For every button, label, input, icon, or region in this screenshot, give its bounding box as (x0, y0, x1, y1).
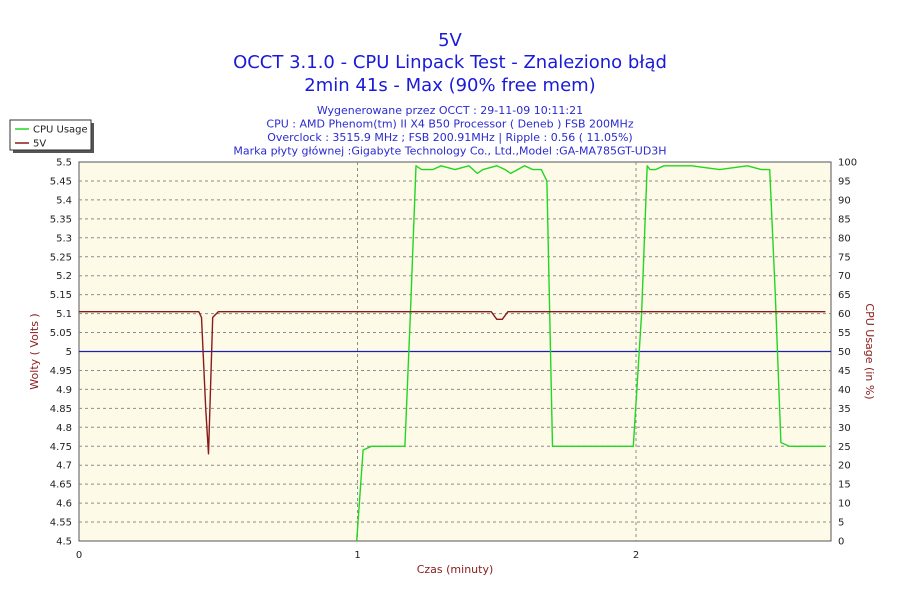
y-axis-right-ticks: 1009590858075706560555045403530252015105… (838, 158, 857, 548)
y2-tick-label: 10 (838, 499, 851, 510)
y2-tick-label: 20 (838, 461, 851, 472)
y2-tick-label: 55 (838, 328, 851, 339)
chart-info-line: Wygenerowane przez OCCT : 29-11-09 10:11… (317, 104, 583, 117)
y-axis-title: Wolty ( Volts ) (28, 313, 41, 389)
y-tick-label: 5.1 (56, 309, 72, 320)
y2-tick-label: 85 (838, 214, 851, 225)
y-tick-label: 4.55 (50, 518, 72, 529)
x-tick-label: 1 (354, 550, 360, 561)
y2-axis-title: CPU Usage (in %) (863, 303, 876, 399)
y-tick-label: 5.3 (56, 233, 72, 244)
y-tick-label: 4.85 (50, 404, 72, 415)
y-tick-label: 4.5 (56, 537, 72, 548)
legend: CPU Usage 5V (9, 119, 94, 153)
y2-tick-label: 80 (838, 233, 851, 244)
y-tick-label: 5.25 (50, 252, 72, 263)
y2-tick-label: 65 (838, 290, 851, 301)
x-axis-ticks: 0 1 2 (76, 550, 639, 561)
y-tick-label: 5.2 (56, 271, 72, 282)
y2-tick-label: 95 (838, 176, 851, 187)
y2-tick-label: 60 (838, 309, 851, 320)
chart-title-line: 2min 41s - Max (90% free mem) (304, 75, 595, 96)
y2-tick-label: 30 (838, 423, 851, 434)
data-series (79, 165, 826, 542)
y2-tick-label: 90 (838, 195, 851, 206)
x-tick-label: 0 (76, 550, 82, 561)
legend-box (9, 119, 92, 151)
y2-tick-label: 100 (838, 158, 857, 169)
y-tick-label: 4.6 (56, 499, 72, 510)
chart-title-line: 5V (438, 30, 462, 51)
y2-tick-label: 5 (838, 518, 844, 529)
chart-info-lines: Wygenerowane przez OCCT : 29-11-09 10:11… (233, 104, 666, 158)
y-tick-label: 4.95 (50, 366, 72, 377)
legend-label: 5V (33, 139, 46, 150)
x-tick-label: 2 (633, 550, 639, 561)
y-tick-label: 5.05 (50, 328, 72, 339)
y-tick-label: 5.4 (56, 195, 72, 206)
y-tick-label: 5 (66, 347, 72, 358)
y-tick-label: 4.65 (50, 480, 72, 491)
chart-info-line: Overclock : 3515.9 MHz ; FSB 200.91MHz |… (267, 131, 632, 144)
chart-info-line: Marka płyty głównej :Gigabyte Technology… (233, 145, 666, 158)
y2-tick-label: 25 (838, 442, 851, 453)
y-tick-label: 5.5 (56, 158, 72, 169)
y-tick-label: 4.9 (56, 385, 72, 396)
series-line-cpu-usage (356, 165, 826, 542)
legend-label: CPU Usage (33, 125, 88, 136)
series-line-5v (79, 311, 826, 455)
y2-tick-label: 70 (838, 271, 851, 282)
y2-tick-label: 45 (838, 366, 851, 377)
y2-tick-label: 35 (838, 404, 851, 415)
chart-info-line: CPU : AMD Phenom(tm) II X4 B50 Processor… (266, 118, 633, 131)
y-axis-left-ticks: 5.5 5.45 5.4 5.35 5.3 5.25 5.2 5.15 5.1 5.05 5 4.95… (50, 158, 72, 548)
y-tick-label: 5.35 (50, 214, 72, 225)
y2-tick-label: 0 (838, 537, 844, 548)
chart-title-line: OCCT 3.1.0 - CPU Linpack Test - Znalezio… (233, 52, 667, 73)
y-tick-label: 4.75 (50, 442, 72, 453)
y-tick-label: 4.7 (56, 461, 72, 472)
y2-tick-label: 40 (838, 385, 851, 396)
y2-tick-label: 15 (838, 480, 851, 491)
x-axis-title: Czas (minuty) (417, 563, 494, 576)
y-tick-label: 5.15 (50, 290, 72, 301)
y-tick-label: 4.8 (56, 423, 72, 434)
y2-tick-label: 75 (838, 252, 851, 263)
y2-tick-label: 50 (838, 347, 851, 358)
grid-lines (79, 162, 831, 541)
y-tick-label: 5.45 (50, 176, 72, 187)
